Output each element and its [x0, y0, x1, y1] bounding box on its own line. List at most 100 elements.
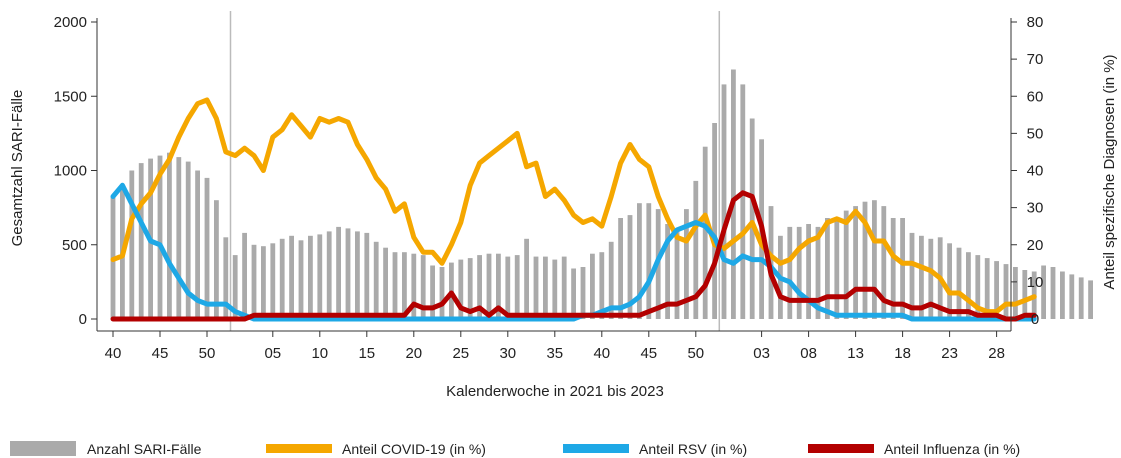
sari-bar: [214, 200, 219, 319]
x-tick-label: 40: [105, 345, 122, 362]
sari-bar: [308, 235, 313, 319]
sari-bar: [383, 247, 388, 319]
sari-bar: [646, 203, 652, 319]
x-tick-label: 45: [640, 345, 657, 362]
sari-bar: [420, 255, 426, 319]
sari-bar: [590, 253, 595, 319]
sari-bar: [731, 69, 736, 319]
sari-bar: [665, 224, 670, 319]
legend-swatch-influenza: [808, 444, 874, 453]
sari-bar: [204, 177, 210, 319]
legend-label-bars: Anzahl SARI-Fälle: [87, 441, 202, 457]
sari-bar: [345, 228, 351, 319]
legend: Anzahl SARI-Fälle Anteil COVID-19 (in %)…: [10, 441, 1020, 457]
sari-bar: [364, 232, 370, 319]
sari-bar: [289, 235, 294, 319]
x-tick-label: 23: [941, 345, 958, 362]
x-tick-label: 50: [199, 345, 216, 362]
y-right-tick-label: 70: [1027, 51, 1044, 68]
x-tick-label: 28: [988, 345, 1005, 362]
sari-bar: [157, 155, 163, 319]
x-tick-label: 30: [499, 345, 516, 362]
sari-bar: [129, 170, 135, 319]
sari-bar: [167, 152, 172, 319]
sari-bar: [279, 238, 285, 319]
sari-bar: [580, 267, 586, 319]
sari-bar: [956, 247, 962, 319]
sari-bar: [1041, 265, 1046, 319]
x-tick-label: 05: [264, 345, 281, 362]
legend-label-covid: Anteil COVID-19 (in %): [342, 441, 486, 457]
legend-label-influenza: Anteil Influenza (in %): [884, 441, 1020, 457]
sari-bar: [402, 252, 407, 319]
y-left-tick-label: 0: [79, 311, 87, 328]
sari-bar: [928, 238, 934, 319]
sari-bar: [1069, 274, 1075, 319]
sari-bar: [825, 218, 830, 319]
x-tick-label: 13: [847, 345, 864, 362]
sari-bar: [185, 161, 191, 319]
y-right-tick-label: 20: [1027, 237, 1044, 254]
sari-bar: [439, 267, 445, 319]
sari-bar: [373, 241, 379, 319]
sari-bar: [919, 235, 924, 319]
sari-bar: [815, 226, 821, 319]
sari-bar: [514, 255, 520, 319]
y-right-tick-label: 80: [1027, 14, 1044, 31]
sari-bar: [138, 163, 144, 319]
x-tick-label: 15: [358, 345, 375, 362]
year-boundary-lines: [229, 11, 721, 331]
sari-bar: [862, 201, 868, 319]
y-left-tick-label: 1000: [54, 163, 87, 180]
sari-bar: [251, 244, 257, 320]
sari-bar: [336, 226, 341, 319]
x-tick-label: 25: [452, 345, 469, 362]
sari-bar: [552, 259, 558, 319]
sari-bar: [608, 241, 614, 319]
x-tick-label: 35: [546, 345, 563, 362]
sari-bar: [1050, 267, 1056, 319]
sari-bar: [355, 231, 360, 319]
x-tick-label: 08: [800, 345, 817, 362]
sari-bar: [195, 170, 200, 319]
sari-bar: [806, 224, 811, 319]
bars-layer: [110, 69, 1093, 320]
y-left-tick-label: 500: [62, 237, 87, 254]
y-right-tick-label: 0: [1031, 311, 1039, 328]
sari-bar: [458, 259, 464, 319]
sari-bar: [242, 232, 247, 319]
influenza-line: [110, 190, 1037, 322]
x-tick-label: 50: [687, 345, 704, 362]
sari-bar: [261, 246, 266, 319]
sari-bar: [232, 255, 238, 319]
y-right-tick-label: 50: [1027, 125, 1044, 142]
y-right-tick-label: 60: [1027, 88, 1044, 105]
sari-bar: [881, 206, 887, 319]
sari-bar: [966, 252, 971, 319]
covid-line: [110, 97, 1037, 315]
x-tick-label: 18: [894, 345, 911, 362]
sari-bar: [326, 231, 332, 319]
sari-bar: [872, 200, 877, 319]
sari-bar: [749, 118, 755, 319]
sari-bar: [834, 218, 840, 319]
sari-bar: [561, 256, 567, 319]
sari-bar: [740, 84, 746, 320]
sari-bar: [477, 255, 482, 319]
sari-bar: [693, 180, 699, 319]
axes: 0 500 1000 1500 2000 0 10 20 30 40 50 60 70 80 40 45 50 0…: [54, 14, 1044, 362]
sari-bar: [317, 234, 323, 319]
x-tick-label: 03: [753, 345, 770, 362]
y-axis-right-label: Anteil spezifische Diagnosen (in %): [1101, 54, 1118, 289]
sari-bar: [843, 210, 849, 319]
sari-bar: [994, 261, 999, 319]
legend-swatch-rsv: [563, 444, 629, 453]
sari-bar: [223, 237, 229, 319]
sari-bar: [430, 265, 435, 319]
sari-bar: [637, 203, 642, 319]
sari-bar: [1003, 264, 1009, 319]
sari-bar: [1088, 280, 1093, 319]
x-tick-label: 40: [593, 345, 610, 362]
sari-bar: [543, 256, 548, 319]
